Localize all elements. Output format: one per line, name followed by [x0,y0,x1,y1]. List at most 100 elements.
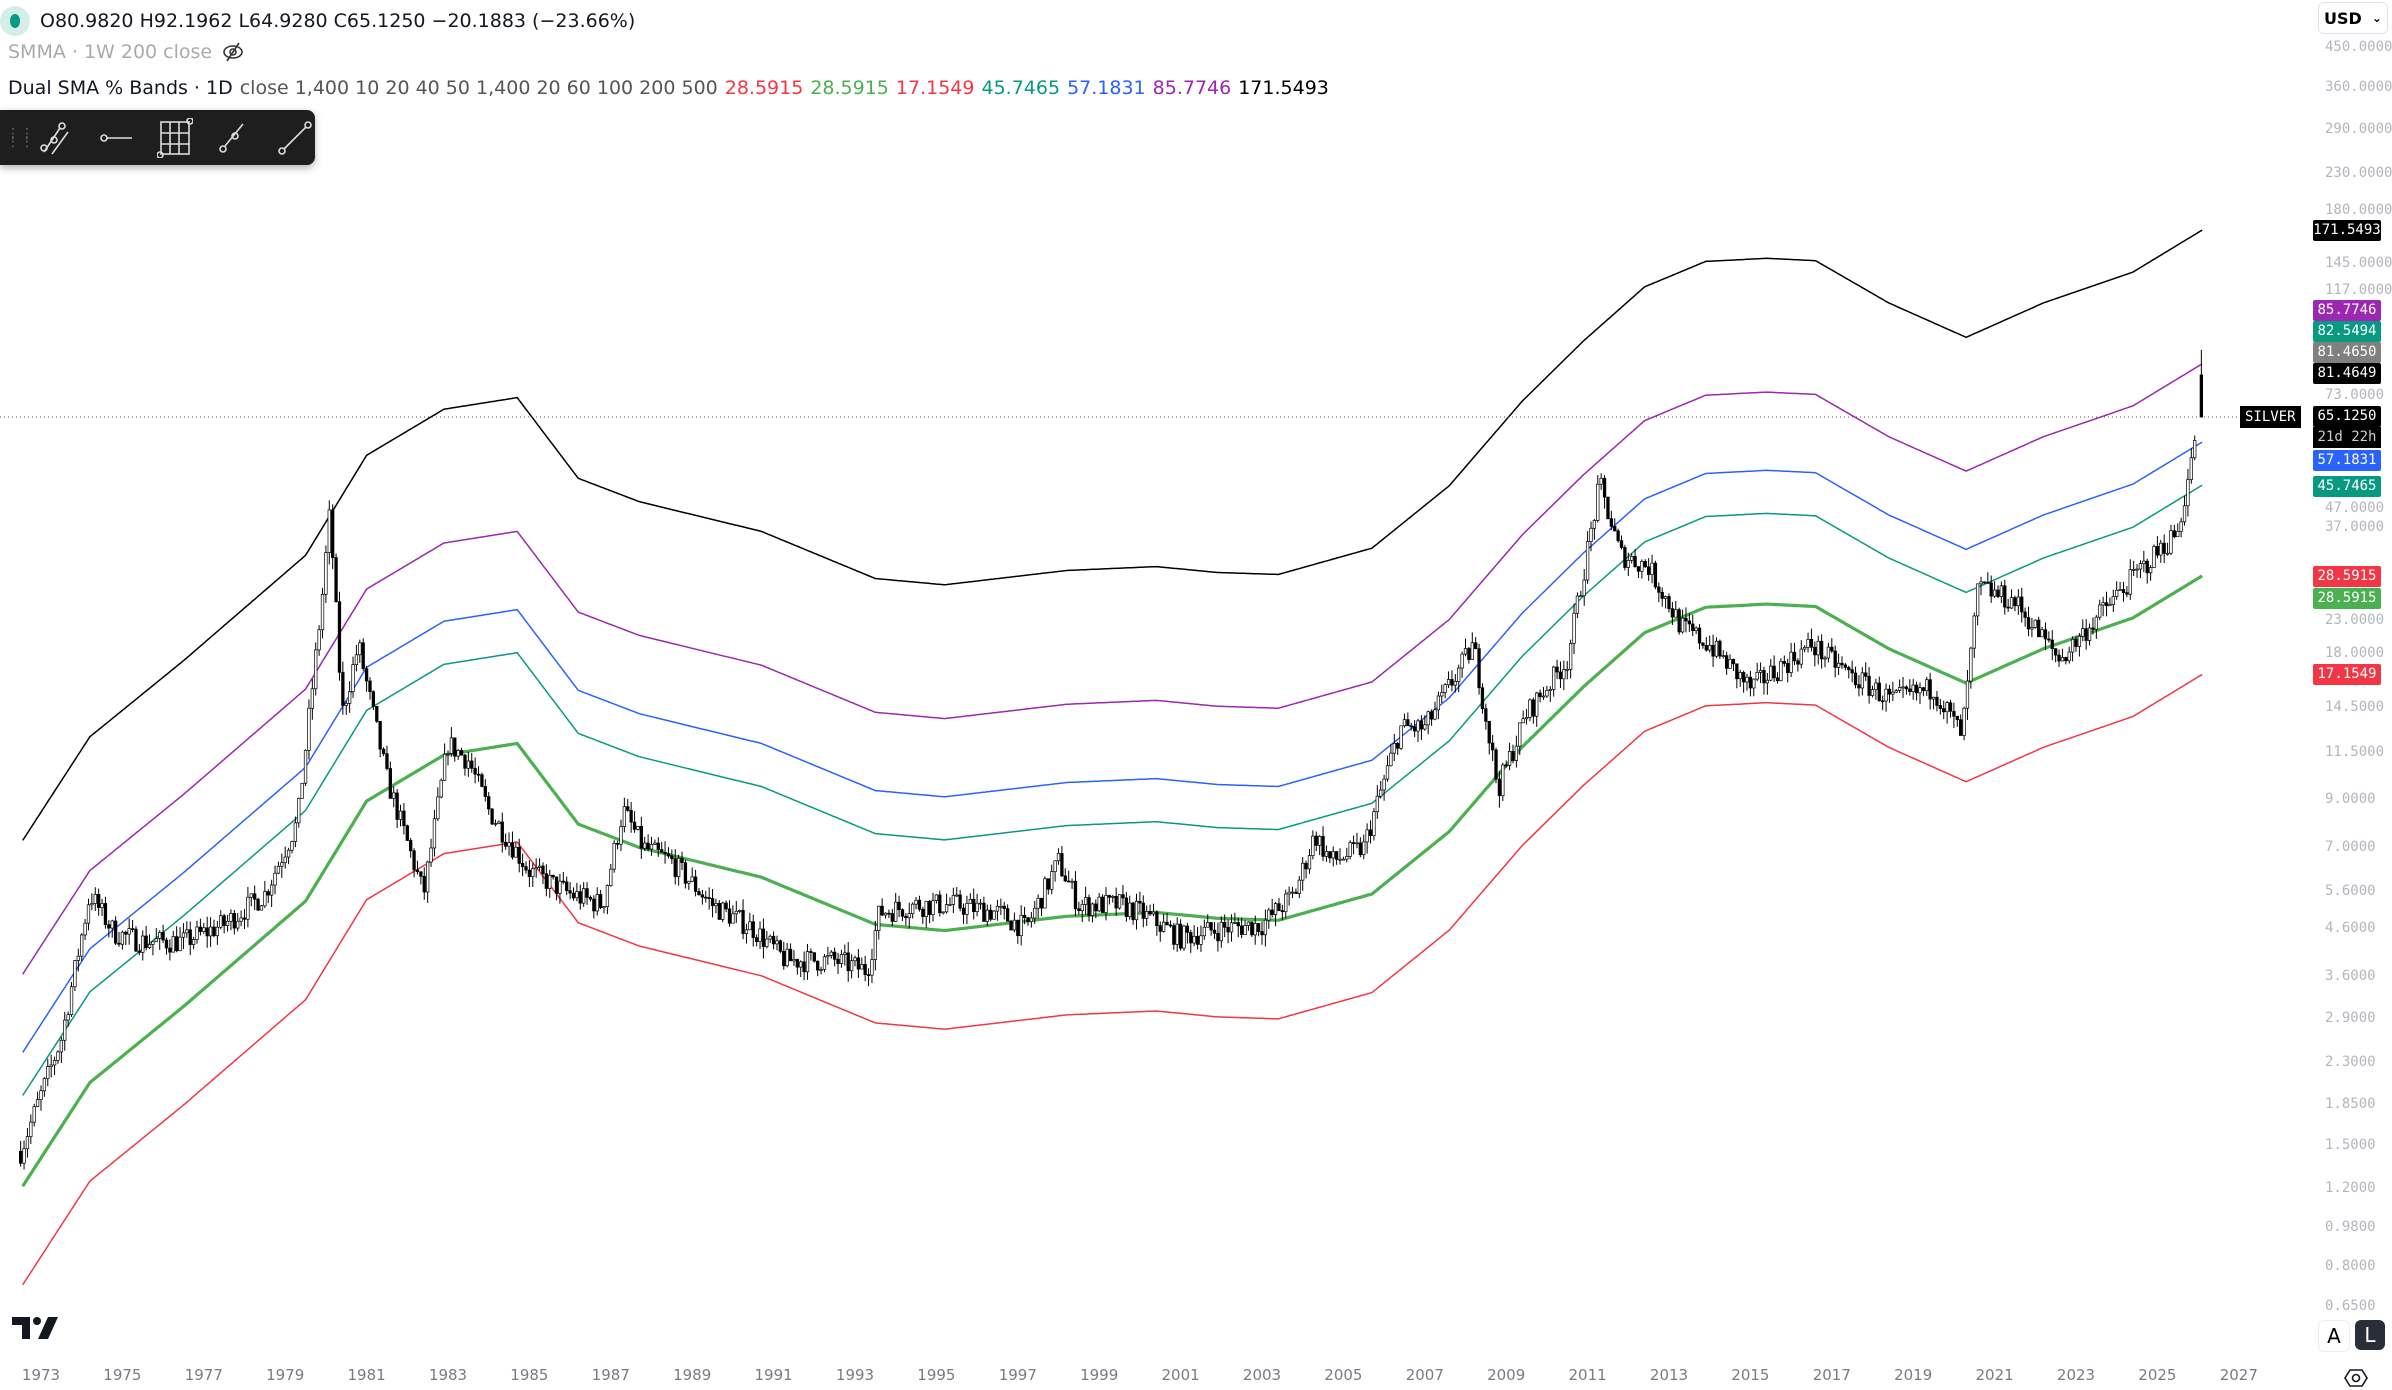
candle-body [1019,914,1023,937]
candle-body [1189,932,1193,944]
candle-body [792,959,796,962]
candle-body [2199,374,2204,418]
candle-body [1986,581,1990,584]
candle-body [22,1148,26,1164]
candle-body [839,954,844,964]
dual-sma-bands-legend[interactable]: Dual SMA % Bands · 1D close 1,400 10 20 4… [8,77,1343,99]
currency-selector[interactable]: USD ⌄ [2318,2,2388,34]
candle-body [771,935,776,945]
settings-icon[interactable] [2344,1368,2368,1388]
candle-body [1741,672,1746,683]
year-tick-label: 2003 [1242,1366,1282,1384]
candle-body [2009,597,2014,609]
candle-body [1212,929,1217,934]
candle-body [877,905,881,932]
drawing-toolbar[interactable]: ⋮⋮ ⋮⋮ [0,110,315,165]
candle-body [2047,638,2051,641]
candle-body [2172,530,2177,538]
candle-body [1965,680,1970,709]
candle-body [1772,665,1776,679]
candle-body [1555,666,1559,673]
candle-body [1368,829,1373,836]
drag-handle-icon[interactable]: ⋮⋮ ⋮⋮ [6,125,34,150]
candle-body [1412,726,1417,732]
candle-body [1114,895,1118,909]
candle-body [1012,919,1017,931]
candle-body [548,874,552,889]
candle-body [1548,689,1552,691]
candle-body [1535,692,1539,717]
candle-body [66,1014,70,1021]
candle-body [398,810,403,820]
candle-body [1826,646,1831,659]
candle-body [2152,546,2156,568]
candle-body [693,876,698,892]
candle-body [198,926,203,932]
price-label: 45.7465 [2313,476,2381,497]
candle-body [1290,891,1295,894]
candle-body [1850,669,1854,674]
horizontal-ray-icon[interactable] [96,118,136,158]
eye-crossed-icon[interactable] [222,41,244,63]
candle-body [219,915,223,928]
candle-body [1809,639,1814,648]
year-tick-label: 2011 [1568,1366,1607,1384]
candle-body [1362,841,1366,856]
price-tick-label: 14.5000 [2325,698,2385,715]
price-label: 17.1549 [2313,664,2381,685]
candle-body [1209,922,1213,931]
candle-body [965,903,969,915]
price-tick-label: 18.0000 [2325,645,2385,662]
candle-body [409,840,413,852]
candle-body [860,964,864,970]
candle-body [2108,604,2112,607]
candle-body [32,1106,36,1123]
candle-body [849,960,854,972]
candle-body [1474,642,1478,649]
candle-body [605,885,610,908]
candle-body [1972,615,1976,649]
parallel-channel-icon[interactable] [36,118,76,158]
candle-body [1870,689,1875,696]
smma-legend[interactable]: SMMA · 1W 200 close [8,41,244,63]
candle-body [1165,921,1169,926]
candle-body [653,842,657,845]
candle-body [561,880,565,883]
fib-grid-icon[interactable] [156,117,196,158]
candle-body [419,871,423,877]
candle-body [1083,897,1088,905]
price-label: 65.1250 [2313,406,2381,427]
candle-body [1955,715,1959,721]
candle-body [558,880,562,894]
trend-line-icon[interactable] [275,118,315,158]
candle-body [632,821,637,830]
log-scale-button[interactable]: L [2355,1320,2385,1350]
candle-body [1195,935,1200,945]
auto-scale-button[interactable]: A [2318,1320,2350,1352]
candle-body [2132,569,2136,571]
candle-body [907,913,911,919]
candle-body [704,896,708,899]
candle-body [1233,922,1237,924]
candle-body [1229,922,1234,933]
candle-body [1256,923,1261,932]
candle-body [1429,711,1434,720]
candle-body [626,806,630,811]
ohlc-legend: O80.9820 H92.1962 L64.9280 C65.1250 −20.… [0,6,635,36]
candle-body [1969,647,1973,682]
candle-body [2003,585,2007,608]
candle-body [1708,644,1712,651]
candle-body [816,960,820,971]
candle-body [863,964,867,975]
candle-body [1507,751,1512,766]
indicator-value: 17.1549 [895,77,975,99]
candle-body [1541,695,1546,698]
candle-body [822,956,827,970]
candle-body [2128,569,2132,595]
candle-body [646,842,650,850]
candle-body [1318,836,1322,846]
price-tick-label: 4.6000 [2325,920,2376,937]
trend-angle-icon[interactable] [215,118,255,158]
year-tick-label: 2027 [2219,1366,2258,1384]
